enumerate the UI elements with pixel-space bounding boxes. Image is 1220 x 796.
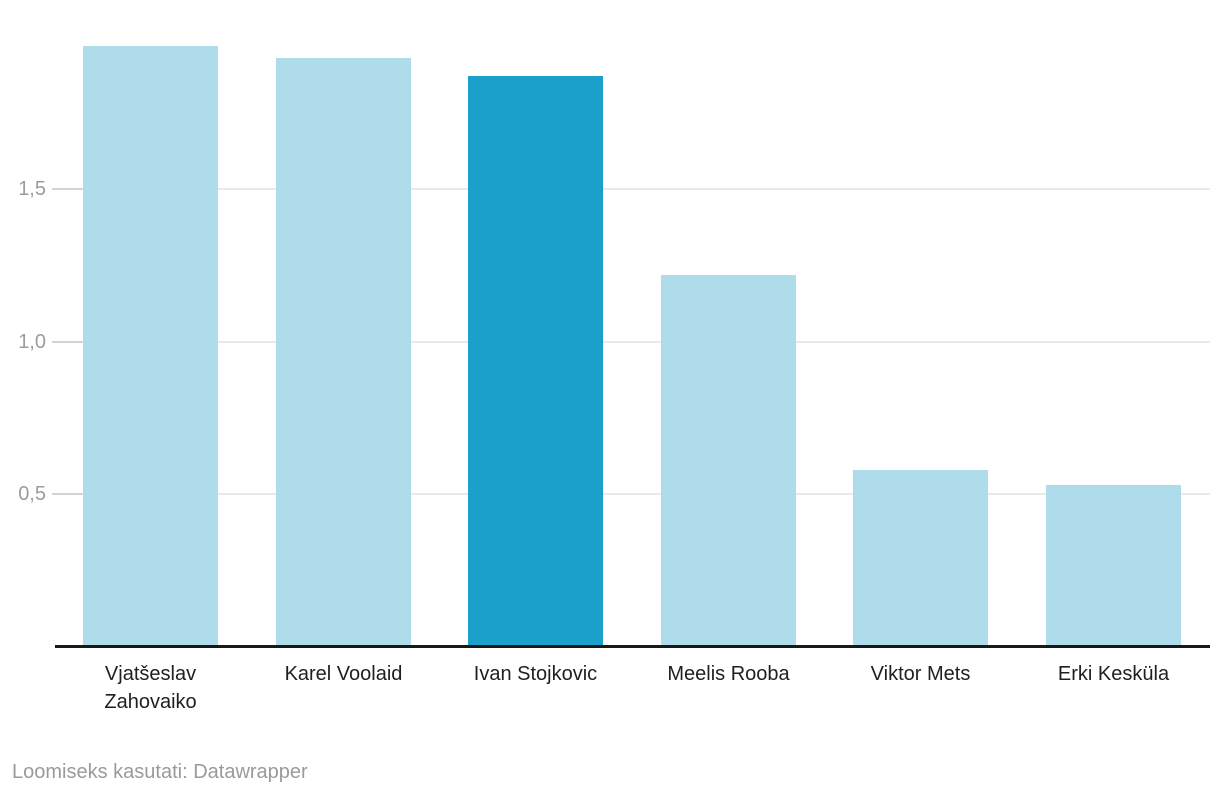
y-tick-mark bbox=[52, 340, 83, 343]
attribution-text: Loomiseks kasutati: Datawrapper bbox=[12, 761, 308, 783]
x-axis-label-karel-voolaid: Karel Voolaid bbox=[284, 663, 403, 685]
y-axis-tick-label: 1,0 bbox=[18, 330, 46, 353]
y-axis-tick-label: 0,5 bbox=[18, 483, 46, 506]
x-axis-label-meelis-rooba: Meelis Rooba bbox=[667, 663, 790, 685]
gridline-1-0 bbox=[55, 340, 1210, 343]
x-axis-label-erki-kesk-la: Erki Kesküla bbox=[1057, 663, 1170, 685]
bar-ivan-stojkovic bbox=[468, 76, 603, 647]
x-axis-baseline bbox=[55, 645, 1210, 648]
y-tick-mark bbox=[52, 188, 83, 191]
gridline-0-5 bbox=[55, 493, 1210, 496]
x-axis-label-vjat-eslav-zahovaiko: Vjatšeslav Zahovaiko bbox=[104, 663, 197, 713]
gridline-1-5 bbox=[55, 188, 1210, 191]
bar-viktor-mets bbox=[853, 470, 988, 647]
x-axis-label-viktor-mets: Viktor Mets bbox=[870, 663, 971, 685]
x-axis-label-ivan-stojkovic: Ivan Stojkovic bbox=[473, 663, 598, 685]
bar-erki-kesk-la bbox=[1046, 485, 1181, 647]
bar-meelis-rooba bbox=[661, 275, 796, 647]
y-tick-mark bbox=[52, 493, 83, 496]
bar-vjat-eslav-zahovaiko bbox=[83, 46, 218, 647]
y-axis-tick-label: 1,5 bbox=[18, 178, 46, 201]
bar-karel-voolaid bbox=[276, 58, 411, 647]
